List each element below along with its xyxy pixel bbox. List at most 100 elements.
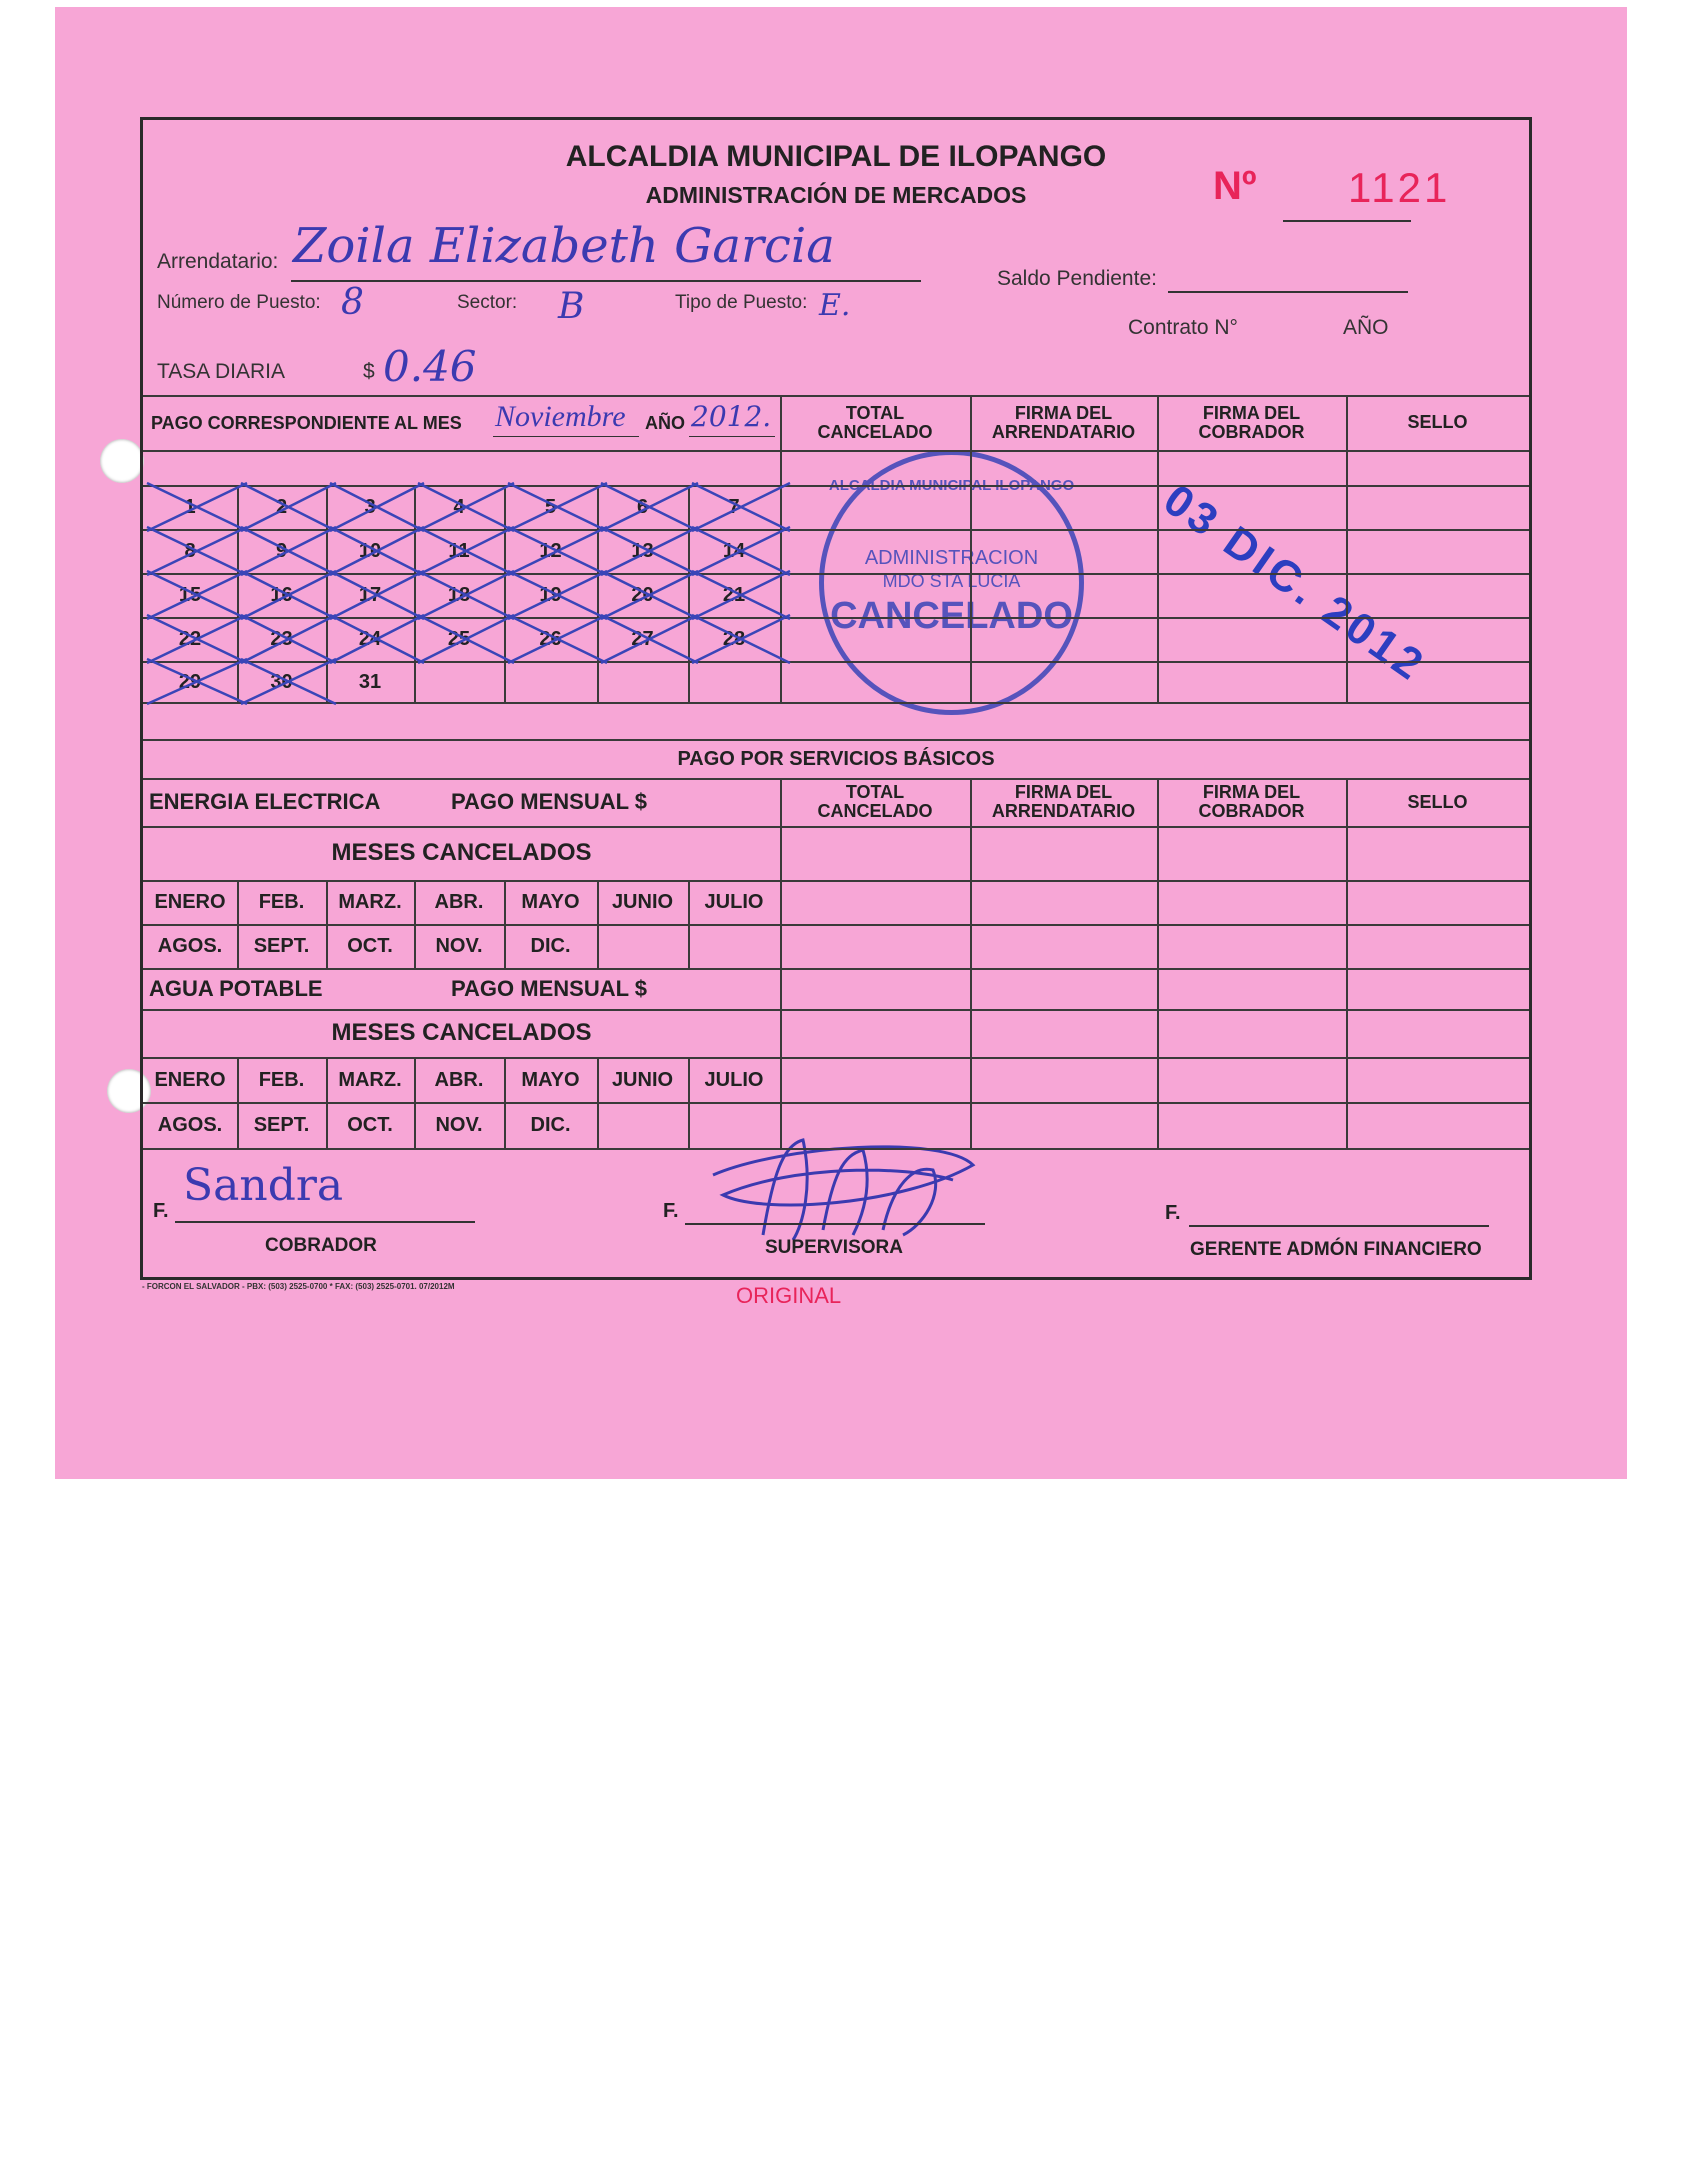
grid-line	[143, 702, 1529, 704]
tasa-value[interactable]: 0.46	[383, 342, 477, 391]
mes-underline	[493, 436, 639, 437]
grid-line	[414, 1057, 416, 1148]
arrendatario-value[interactable]: Zoila Elizabeth Garcia	[293, 218, 835, 274]
energia-month-checkbox[interactable]: SEPT.	[253, 935, 310, 957]
day-crossed-mark	[691, 525, 791, 577]
energia-month-checkbox[interactable]: OCT.	[347, 935, 393, 957]
agua-month-checkbox[interactable]: DIC.	[530, 1114, 571, 1136]
day-cell: 3	[364, 496, 376, 518]
sector-label: Sector:	[457, 292, 518, 313]
energia-month-checkbox[interactable]: FEB.	[258, 891, 305, 913]
grid-line	[970, 778, 972, 1148]
grid-line	[1346, 778, 1348, 1148]
day-crossed-mark	[600, 613, 699, 665]
energia-month-checkbox[interactable]: ABR.	[434, 891, 484, 913]
sig-prefix-gerente: F.	[1165, 1202, 1181, 1224]
grid-line	[143, 450, 1529, 452]
day-crossed-mark	[691, 613, 791, 665]
printer-footer: - FORCON EL SALVADOR - PBX: (503) 2525-0…	[142, 1282, 455, 1291]
arrendatario-underline	[291, 280, 921, 282]
stamp-main-text: CANCELADO	[830, 595, 1073, 637]
day-cell: 6	[636, 496, 649, 518]
role-gerente: GERENTE ADMÓN FINANCIERO	[1190, 1239, 1482, 1260]
role-supervisora: SUPERVISORA	[765, 1237, 903, 1258]
column-header: SELLO	[1346, 395, 1529, 450]
day-crossed-mark	[600, 525, 699, 577]
energia-month-checkbox[interactable]: NOV.	[435, 935, 483, 957]
tipo-puesto-value[interactable]: E.	[819, 288, 851, 323]
energia-month-checkbox[interactable]: DIC.	[530, 935, 571, 957]
saldo-field[interactable]	[1168, 291, 1408, 293]
energia-month-checkbox[interactable]: JULIO	[704, 891, 764, 913]
role-cobrador: COBRADOR	[265, 1235, 377, 1256]
energia-month-checkbox[interactable]: ENERO	[154, 891, 226, 913]
agua-month-checkbox[interactable]: MARZ.	[338, 1068, 402, 1091]
agua-month-checkbox[interactable]: JULIO	[704, 1068, 764, 1091]
grid-line	[143, 529, 1529, 531]
ano-value[interactable]: 2012.	[691, 400, 772, 433]
day-cell: 24	[358, 628, 382, 650]
grid-line	[143, 1148, 1529, 1150]
column-header-line: CANCELADO	[817, 801, 933, 821]
column-header-line: COBRADOR	[1198, 801, 1305, 821]
stamp-mid-text-2: MDO STA LUCIA	[882, 571, 1021, 591]
agua-month-checkbox[interactable]: OCT.	[347, 1114, 393, 1136]
signature-cobrador: Sandra	[183, 1160, 344, 1211]
stamp-mid-text: ADMINISTRACION	[864, 547, 1039, 569]
column-header: FIRMA DEL COBRADOR	[1157, 778, 1346, 826]
contrato-label: Contrato N°	[1128, 316, 1238, 339]
column-header-line: FIRMA DEL	[1202, 402, 1301, 423]
agua-month-checkbox[interactable]: JUNIO	[611, 1068, 674, 1091]
grid-line	[414, 485, 416, 702]
day-crossed-mark	[146, 525, 248, 577]
energia-month-checkbox[interactable]: MARZ.	[338, 891, 402, 913]
receipt-form: ALCALDIA MUNICIPAL DE ILOPANGO ADMINISTR…	[140, 117, 1532, 1280]
column-header: FIRMA DEL ARRENDATARIO	[970, 778, 1157, 826]
saldo-label: Saldo Pendiente:	[997, 267, 1157, 290]
grid-line	[143, 968, 1529, 970]
day-crossed-mark	[417, 481, 515, 533]
punch-hole	[100, 439, 144, 483]
column-header-line: TOTAL	[845, 402, 905, 423]
agua-month-checkbox[interactable]: FEB.	[258, 1068, 305, 1091]
grid-line	[597, 880, 599, 968]
day-cell: 8	[184, 540, 196, 562]
agua-month-checkbox[interactable]: MAYO	[521, 1068, 580, 1091]
sig-line	[175, 1221, 475, 1223]
form-number: 1121	[1348, 164, 1451, 211]
ano-label: AÑO	[645, 413, 685, 433]
agua-month-checkbox[interactable]: SEPT.	[253, 1114, 310, 1136]
grid-line	[143, 617, 1529, 619]
day-crossed-mark	[507, 569, 608, 621]
energia-pago-mensual: PAGO MENSUAL $	[451, 789, 647, 814]
energia-month-checkbox[interactable]: MAYO	[521, 891, 580, 913]
energia-month-checkbox[interactable]: AGOS.	[157, 935, 223, 957]
column-header: FIRMA DEL COBRADOR	[1157, 395, 1346, 450]
day-crossed-mark	[417, 525, 515, 577]
agua-month-checkbox[interactable]: AGOS.	[157, 1114, 223, 1136]
day-crossed-mark	[240, 525, 337, 577]
grid-line	[504, 1057, 506, 1148]
agua-month-checkbox[interactable]: ENERO	[154, 1068, 226, 1091]
grid-line	[597, 485, 599, 702]
agua-month-checkbox[interactable]: ABR.	[434, 1068, 484, 1091]
column-header: TOTAL CANCELADO	[780, 778, 970, 826]
numero-puesto-label: Número de Puesto:	[157, 292, 321, 313]
agua-month-checkbox[interactable]: NOV.	[435, 1114, 483, 1136]
receipt-paper	[55, 7, 1627, 1479]
energia-month-checkbox[interactable]: JUNIO	[611, 891, 674, 913]
column-header-line: CANCELADO	[817, 421, 933, 442]
mes-value[interactable]: Noviembre	[495, 400, 626, 433]
energia-label: ENERGIA ELECTRICA	[149, 789, 381, 814]
grid-line	[143, 395, 1529, 397]
meses-cancelados-label: MESES CANCELADOS	[331, 1019, 592, 1046]
day-cell: 17	[358, 584, 382, 606]
grid-line	[143, 1102, 1529, 1104]
grid-line	[504, 485, 506, 702]
numero-puesto-value[interactable]: 8	[341, 282, 364, 323]
sector-value[interactable]: B	[558, 286, 585, 327]
contrato-ano-label: AÑO	[1343, 316, 1389, 339]
column-header-line: TOTAL	[845, 782, 905, 802]
grid-line	[143, 573, 1529, 575]
number-label: Nº	[1213, 164, 1257, 208]
